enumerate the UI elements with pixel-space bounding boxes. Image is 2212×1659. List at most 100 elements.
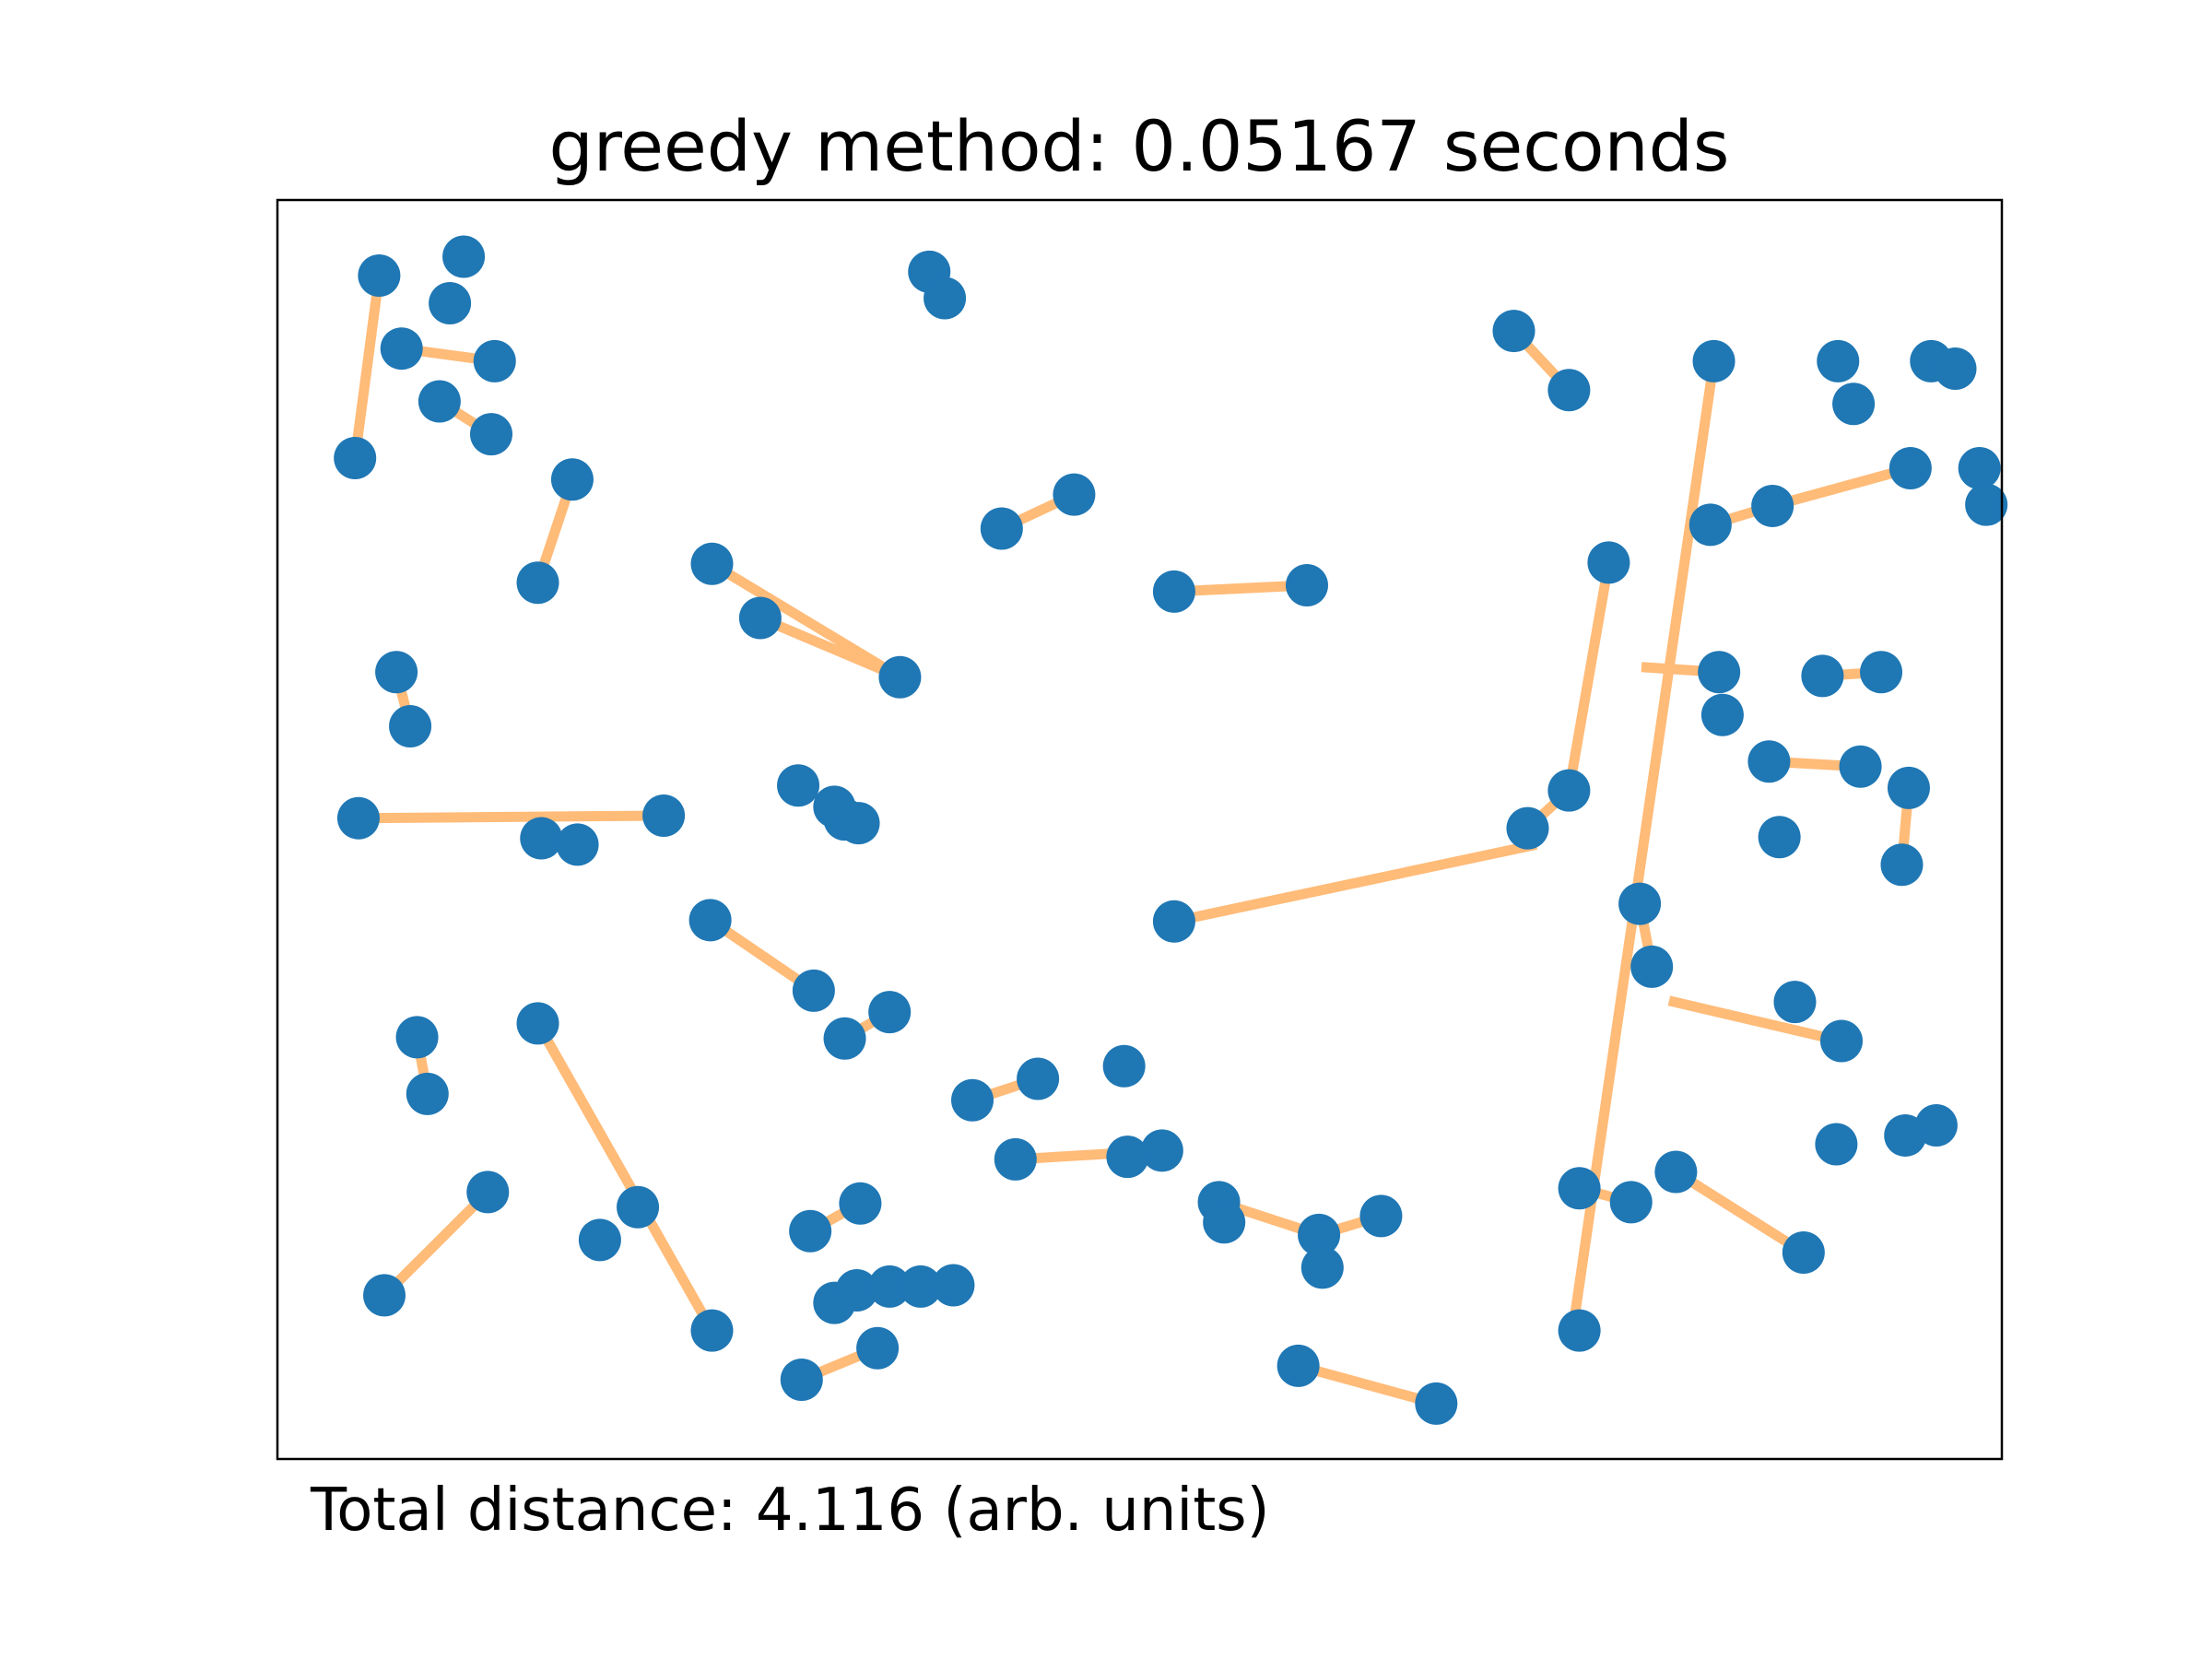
- city-point-98: [1815, 1123, 1858, 1166]
- city-point-41: [1285, 563, 1328, 606]
- city-point-91: [1609, 1181, 1653, 1224]
- city-point-3: [380, 327, 423, 371]
- city-point-85: [1298, 1213, 1341, 1256]
- total-distance-caption: Total distance: 4.116 (arb. units): [310, 1477, 1270, 1545]
- city-point-86: [1300, 1246, 1344, 1289]
- city-point-36: [1965, 483, 2008, 526]
- city-point-4: [473, 339, 516, 382]
- city-point-33: [1934, 347, 1977, 391]
- tour-edge-35: [1673, 1167, 1806, 1257]
- city-point-10: [375, 651, 418, 694]
- tour-edge-0: [349, 275, 384, 459]
- tour-edge-28: [381, 1188, 492, 1300]
- city-point-16: [690, 542, 734, 585]
- city-point-58: [406, 1072, 449, 1115]
- city-point-34: [1888, 446, 1932, 489]
- tour-edge-23: [533, 1020, 717, 1334]
- city-point-78: [868, 1265, 912, 1308]
- tour-edge-33: [1297, 1360, 1438, 1409]
- city-point-57: [516, 1002, 559, 1045]
- city-point-48: [1547, 769, 1591, 812]
- city-point-94: [1819, 1019, 1863, 1063]
- city-point-27: [1492, 310, 1535, 353]
- city-point-26: [1053, 473, 1096, 516]
- city-point-88: [1277, 1344, 1320, 1387]
- city-point-54: [1887, 766, 1930, 809]
- city-point-14: [520, 817, 563, 860]
- city-point-80: [932, 1264, 975, 1307]
- city-point-46: [1747, 740, 1791, 783]
- city-point-64: [1017, 1057, 1060, 1100]
- city-point-81: [780, 1358, 823, 1401]
- city-point-28: [1547, 369, 1591, 412]
- city-point-37: [1751, 484, 1794, 527]
- city-point-77: [835, 1268, 878, 1312]
- city-point-99: [1884, 1113, 1927, 1157]
- city-point-8: [550, 458, 594, 501]
- city-point-87: [1359, 1194, 1403, 1238]
- city-point-13: [642, 794, 686, 837]
- city-point-45: [1860, 651, 1903, 694]
- city-point-11: [389, 704, 432, 747]
- city-point-18: [878, 655, 922, 699]
- city-point-42: [1698, 651, 1741, 694]
- tour-edge-36: [1667, 995, 1843, 1046]
- city-point-31: [1832, 382, 1876, 426]
- city-point-79: [899, 1265, 942, 1308]
- city-point-59: [688, 899, 732, 942]
- city-point-40: [1152, 570, 1195, 613]
- city-point-7: [334, 437, 377, 480]
- city-point-52: [1618, 882, 1662, 925]
- city-point-68: [1106, 1135, 1149, 1179]
- city-point-70: [363, 1274, 406, 1317]
- city-point-49: [1506, 806, 1549, 850]
- plot-frame: [276, 198, 2004, 1461]
- city-point-97: [1782, 1230, 1825, 1274]
- city-point-71: [578, 1218, 621, 1262]
- tour-edge-9: [1173, 580, 1308, 597]
- city-point-24: [924, 276, 967, 320]
- city-point-5: [418, 380, 461, 423]
- city-point-56: [395, 1016, 439, 1059]
- city-point-25: [980, 507, 1023, 550]
- city-point-43: [1700, 693, 1744, 736]
- tour-edge-19: [1172, 840, 1537, 927]
- tour-edge-5: [358, 810, 665, 824]
- city-point-39: [1587, 541, 1630, 584]
- city-point-6: [470, 413, 513, 456]
- city-point-62: [868, 991, 912, 1034]
- city-point-63: [951, 1078, 994, 1122]
- city-point-44: [1801, 654, 1844, 698]
- city-point-95: [1773, 981, 1817, 1024]
- city-point-22: [837, 802, 880, 845]
- city-point-35: [1958, 446, 2001, 489]
- city-point-67: [1140, 1129, 1183, 1172]
- city-point-60: [792, 969, 835, 1012]
- city-point-9: [516, 561, 559, 605]
- city-point-73: [690, 1309, 734, 1352]
- city-point-19: [777, 764, 820, 807]
- city-point-15: [556, 823, 599, 866]
- city-point-61: [823, 1017, 866, 1060]
- city-point-53: [1630, 945, 1674, 988]
- city-point-50: [1758, 816, 1801, 859]
- city-point-65: [1102, 1044, 1146, 1088]
- city-point-1: [442, 235, 486, 278]
- city-point-2: [429, 282, 472, 325]
- city-point-38: [1688, 503, 1732, 547]
- tour-edge-13: [1771, 463, 1912, 512]
- city-point-74: [789, 1209, 832, 1253]
- city-point-89: [1415, 1382, 1458, 1425]
- city-point-12: [336, 796, 380, 840]
- city-point-92: [1654, 1150, 1698, 1194]
- city-point-17: [738, 596, 782, 640]
- city-point-84: [1203, 1201, 1246, 1244]
- city-point-29: [1692, 339, 1735, 382]
- city-point-82: [856, 1326, 900, 1370]
- city-point-66: [994, 1137, 1037, 1181]
- chart-title: greedy method: 0.05167 seconds: [548, 105, 1729, 187]
- city-point-72: [617, 1185, 660, 1229]
- city-point-90: [1558, 1167, 1601, 1210]
- city-point-55: [1880, 843, 1924, 887]
